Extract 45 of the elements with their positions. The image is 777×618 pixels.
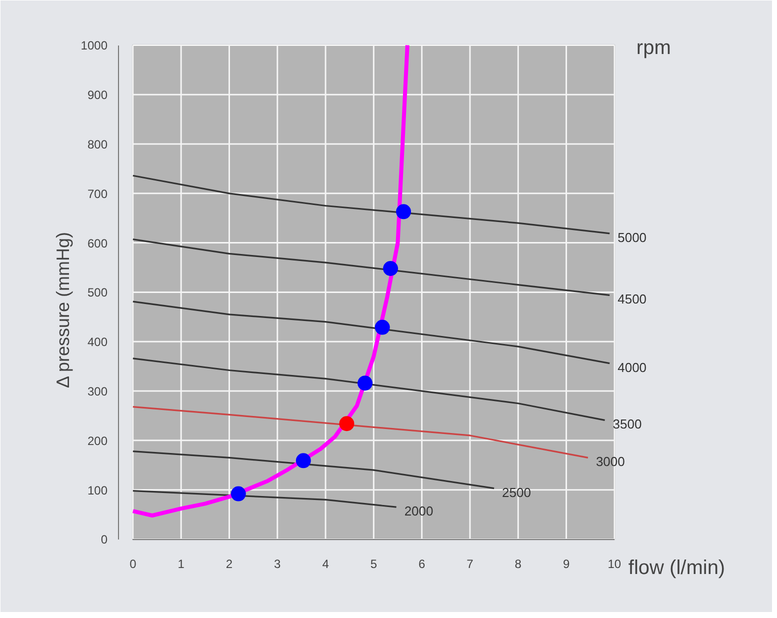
x-tick-label: 8 <box>514 557 522 572</box>
y-tick-label: 700 <box>87 186 108 201</box>
x-tick-label: 2 <box>226 557 233 572</box>
line-series <box>132 300 610 364</box>
line-series <box>132 450 495 490</box>
point <box>339 416 354 432</box>
point <box>383 261 398 276</box>
x-tick-label: 4 <box>322 557 330 572</box>
point <box>374 320 390 335</box>
series-label: 3000 <box>596 454 625 470</box>
x-tick-label: 10 <box>608 557 622 572</box>
x-tick-label: 9 <box>562 557 570 572</box>
y-tick-label: 400 <box>87 335 108 350</box>
y-tick-label: 200 <box>87 434 108 448</box>
line-series <box>132 406 589 459</box>
point <box>296 453 311 468</box>
x-tick-label: 7 <box>466 557 474 572</box>
series-label: 5000 <box>618 230 647 245</box>
line-series <box>132 238 610 296</box>
series-label: 3500 <box>612 416 642 432</box>
y-tick-label: 600 <box>87 236 108 250</box>
series-label: 2000 <box>404 504 434 519</box>
y-tick-label: 1000 <box>80 38 108 53</box>
x-tick-label: 0 <box>130 557 137 572</box>
y-tick-label: 900 <box>87 88 108 102</box>
point <box>358 376 373 391</box>
y-tick-label: 100 <box>87 483 108 498</box>
y-tick-label: 800 <box>87 138 108 152</box>
y-tick-label: 500 <box>87 286 108 300</box>
y-axis-title: Δ pressure (mmHg) <box>52 232 73 388</box>
point <box>396 204 412 220</box>
x-axis-title: flow (l/min) <box>628 557 726 580</box>
x-tick-label: 6 <box>418 557 426 572</box>
line-series <box>132 358 606 421</box>
x-tick-label: 1 <box>178 557 185 572</box>
text: rpm <box>636 37 671 60</box>
series-label: 4500 <box>618 292 647 307</box>
x-tick-label: 3 <box>274 557 282 572</box>
series-label: 2500 <box>502 484 531 500</box>
point <box>230 486 246 502</box>
y-tick-label: 300 <box>87 384 108 399</box>
line-series <box>132 174 610 234</box>
x-tick-label: 5 <box>370 557 378 572</box>
y-tick-label: 0 <box>100 532 108 547</box>
series-label: 4000 <box>618 360 647 375</box>
